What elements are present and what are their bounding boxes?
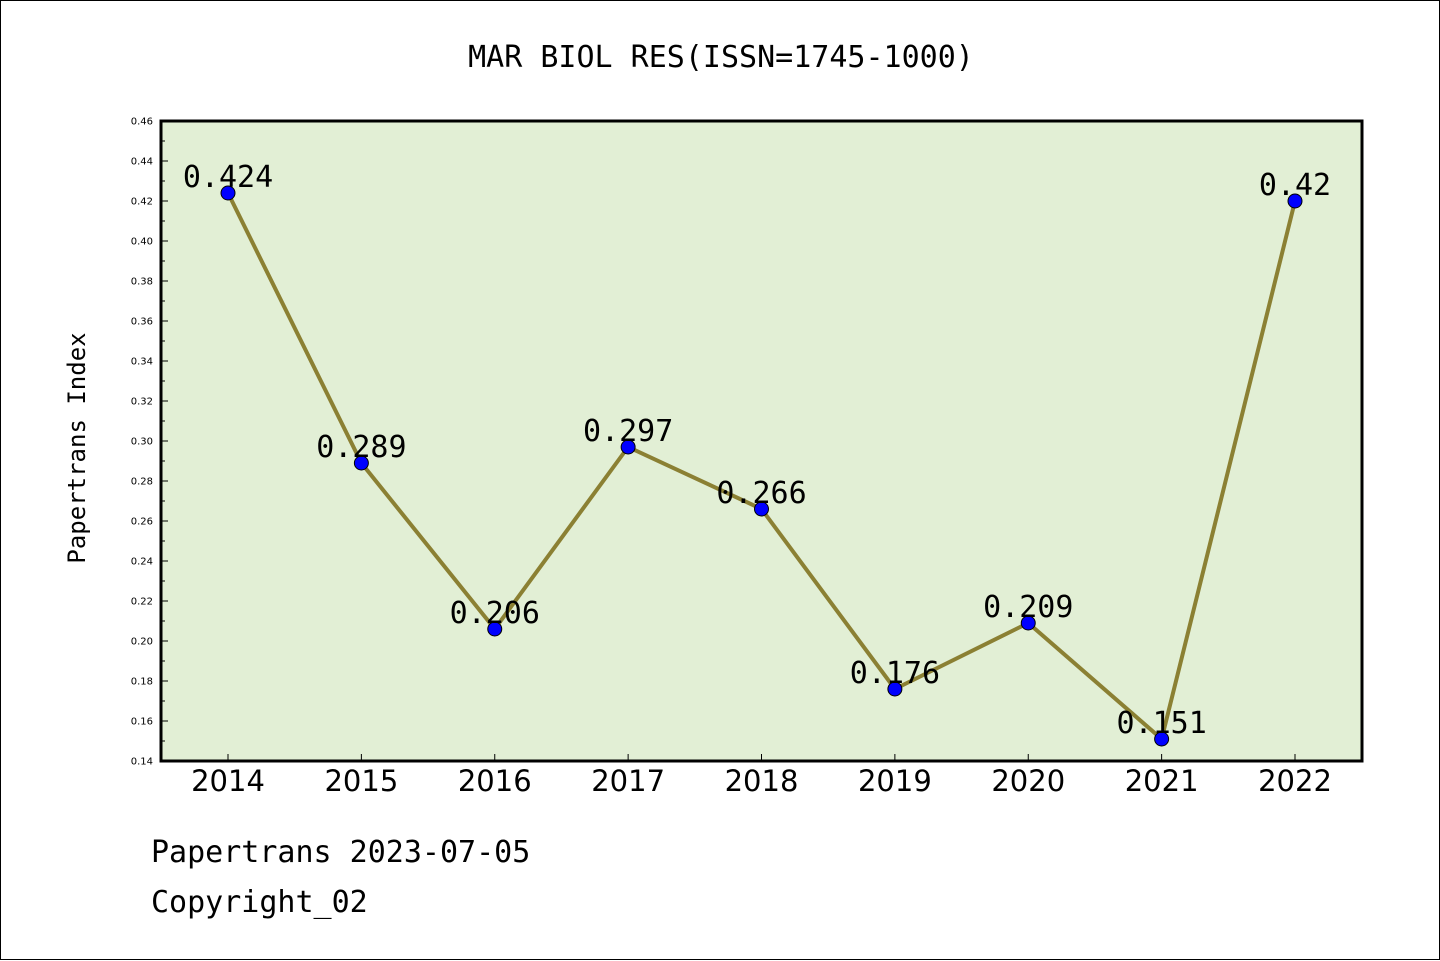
y-tick-label: 0.40 xyxy=(131,237,153,248)
x-tick-label: 2020 xyxy=(991,764,1065,798)
data-label: 0.206 xyxy=(450,596,540,631)
y-tick-label: 0.30 xyxy=(131,437,153,448)
y-tick-label: 0.24 xyxy=(131,557,153,568)
y-tick-label: 0.36 xyxy=(131,317,153,328)
x-tick-label: 2019 xyxy=(858,764,932,798)
y-tick-label: 0.16 xyxy=(131,717,153,728)
x-tick-label: 2021 xyxy=(1125,764,1199,798)
data-point xyxy=(754,501,769,517)
series-layer: 0.424 0.289 0.206 0.297 0.266 0.176 0.209 0.151… xyxy=(183,160,1331,747)
y-tick-label: 0.26 xyxy=(131,517,153,528)
data-point xyxy=(1287,193,1303,209)
x-tick-label: 2018 xyxy=(725,764,799,798)
data-point xyxy=(487,621,503,637)
x-tick-label: 2022 xyxy=(1258,764,1332,798)
plot-border xyxy=(159,119,1364,763)
y-tick-label: 0.46 xyxy=(131,117,153,128)
data-label: 0.424 xyxy=(183,160,273,195)
footer-date: Papertrans 2023-07-05 xyxy=(151,835,531,870)
y-tick-label: 0.38 xyxy=(131,277,153,288)
data-label: 0.42 xyxy=(1259,168,1331,203)
y-tick-label: 0.28 xyxy=(131,477,153,488)
y-tick-label: 0.14 xyxy=(131,757,153,768)
data-label: 0.151 xyxy=(1116,706,1206,741)
data-point xyxy=(1020,615,1036,631)
y-tick-label: 0.32 xyxy=(131,397,153,408)
y-tick-label: 0.42 xyxy=(131,197,153,208)
data-point xyxy=(220,185,236,201)
y-tick-label: 0.34 xyxy=(131,357,153,368)
data-point xyxy=(1154,731,1170,747)
plot-area xyxy=(161,121,1362,761)
y-tick-label: 0.22 xyxy=(131,597,153,608)
data-label: 0.289 xyxy=(316,430,406,465)
data-label: 0.209 xyxy=(983,590,1073,625)
data-point xyxy=(353,455,369,471)
x-tick-label: 2014 xyxy=(191,764,265,798)
x-tick-label: 2015 xyxy=(324,764,398,798)
data-label: 0.266 xyxy=(716,476,806,511)
y-axis-label: Papertrans Index xyxy=(63,332,91,563)
x-tick-label: 2017 xyxy=(591,764,665,798)
data-label: 0.176 xyxy=(850,656,940,691)
y-tick-label: 0.20 xyxy=(131,637,153,648)
footer-copyright: Copyright_02 xyxy=(151,885,368,920)
x-axis: 2014 2015 2016 2017 2018 2019 2020 2021 2022 xyxy=(191,754,1332,798)
y-tick-label: 0.44 xyxy=(131,157,153,168)
data-point xyxy=(887,681,903,697)
y-tick-label: 0.18 xyxy=(131,677,153,688)
data-label: 0.297 xyxy=(583,414,673,449)
x-tick-label: 2016 xyxy=(458,764,532,798)
data-point xyxy=(620,439,636,455)
chart-title: MAR BIOL RES(ISSN=1745-1000) xyxy=(468,40,974,75)
